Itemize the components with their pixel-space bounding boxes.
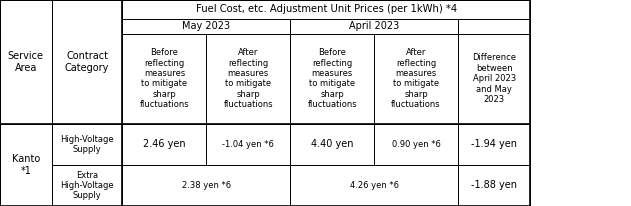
Text: Difference
between
April 2023
and May
2023: Difference between April 2023 and May 20… <box>472 54 516 104</box>
Text: April 2023: April 2023 <box>349 21 399 32</box>
Bar <box>374 34 458 124</box>
Bar <box>0 0 52 19</box>
Bar <box>122 124 206 165</box>
Bar <box>122 34 206 124</box>
Text: After
reflecting
measures
to mitigate
sharp
fluctuations: After reflecting measures to mitigate sh… <box>391 48 441 109</box>
Text: Contract
Category: Contract Category <box>65 51 109 73</box>
Bar <box>290 165 458 206</box>
Text: -1.04 yen *6: -1.04 yen *6 <box>222 140 274 149</box>
Bar <box>52 124 122 165</box>
Text: 4.40 yen: 4.40 yen <box>311 139 353 149</box>
Text: May 2023: May 2023 <box>182 21 230 32</box>
Text: After
reflecting
measures
to mitigate
sharp
fluctuations: After reflecting measures to mitigate sh… <box>223 48 273 109</box>
Bar <box>458 34 530 124</box>
Bar <box>374 124 458 165</box>
Bar <box>0 124 52 206</box>
Bar <box>0 19 52 34</box>
Text: High-Voltage
Supply: High-Voltage Supply <box>61 135 114 154</box>
Text: 0.90 yen *6: 0.90 yen *6 <box>392 140 440 149</box>
Text: Before
reflecting
measures
to mitigate
sharp
fluctuations: Before reflecting measures to mitigate s… <box>139 48 189 109</box>
Bar <box>122 19 290 34</box>
Text: -1.94 yen: -1.94 yen <box>471 139 517 149</box>
Text: Before
reflecting
measures
to mitigate
sharp
fluctuations: Before reflecting measures to mitigate s… <box>307 48 357 109</box>
Bar <box>122 165 290 206</box>
Bar <box>0 0 530 206</box>
Bar <box>290 124 374 165</box>
Bar <box>52 19 122 34</box>
Bar <box>52 0 122 124</box>
Bar <box>206 34 290 124</box>
Text: 2.46 yen: 2.46 yen <box>143 139 186 149</box>
Bar <box>0 0 52 124</box>
Bar <box>458 19 530 34</box>
Text: 4.26 yen *6: 4.26 yen *6 <box>350 181 399 190</box>
Bar <box>458 124 530 165</box>
Text: Service
Area: Service Area <box>8 51 44 73</box>
Text: Extra
High-Voltage
Supply: Extra High-Voltage Supply <box>61 171 114 200</box>
Text: Fuel Cost, etc. Adjustment Unit Prices (per 1kWh) *4: Fuel Cost, etc. Adjustment Unit Prices (… <box>196 5 457 14</box>
Bar <box>122 0 530 19</box>
Text: -1.88 yen: -1.88 yen <box>471 180 517 190</box>
Bar <box>52 165 122 206</box>
Bar <box>290 34 374 124</box>
Bar <box>206 124 290 165</box>
Text: 2.38 yen *6: 2.38 yen *6 <box>182 181 231 190</box>
Bar <box>458 165 530 206</box>
Bar <box>290 19 458 34</box>
Text: Kanto
*1: Kanto *1 <box>12 154 40 176</box>
Bar <box>52 0 122 19</box>
